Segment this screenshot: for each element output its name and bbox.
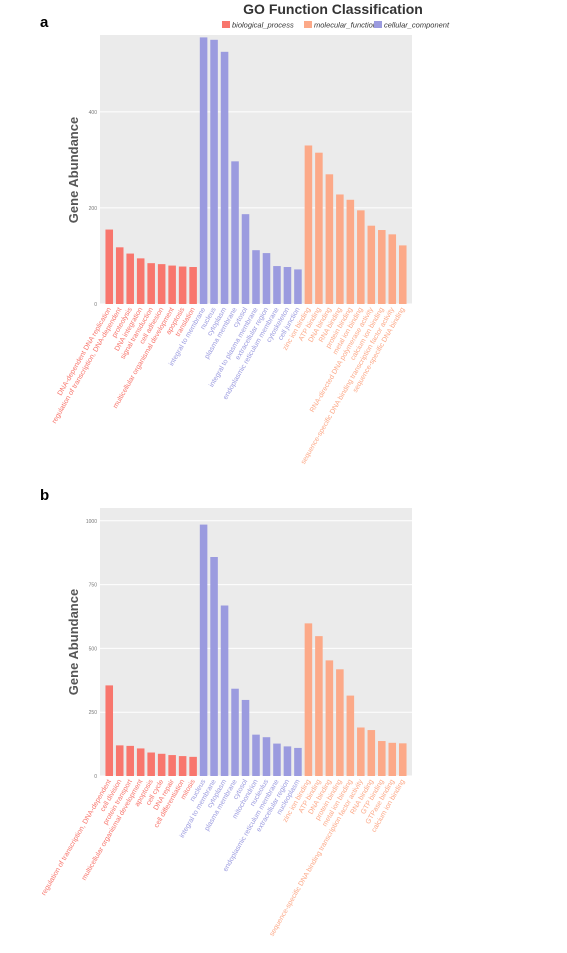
bar-mitochondrion (252, 734, 260, 776)
bar-zinc-ion-binding (304, 145, 313, 304)
y-tick-label: 1000 (86, 519, 97, 525)
bar-plasma-membrane (231, 161, 239, 304)
chart-panel-a: 0 200 400 a Gene Abundance DNA-dependent DNA … (40, 14, 412, 466)
legend-label-biological_process: biological_process (232, 21, 294, 30)
legend-swatch-molecular_function (304, 21, 312, 28)
bar-endoplasmic-reticulum-membrane (273, 266, 281, 304)
bar-regulation-of-transcription-dna-dependent (115, 247, 124, 304)
bar-sequence-specific-dna-binding-transcription-factor-activity (388, 234, 397, 304)
bar-cytoplasm (220, 51, 229, 304)
bar-atp-binding (315, 636, 323, 776)
bar-translation (189, 267, 197, 304)
panel-label-b: b (40, 487, 49, 504)
y-tick-label: 250 (89, 710, 98, 716)
bar-gtpase-binding (388, 742, 397, 776)
bar-cell-differentiation (178, 756, 187, 776)
bar-nucleolus (262, 737, 271, 776)
bar-extracellular-region (283, 746, 292, 776)
bar-cell-adhesion (157, 264, 166, 304)
bar-signal-transduction (147, 263, 155, 304)
bar-extracellular-region (262, 253, 271, 304)
x-tick-label: regulation of transcription, DNA-depende… (41, 778, 113, 896)
bar-plasma-membrane (231, 688, 239, 776)
bar-cell-cycle (157, 753, 166, 776)
legend: biological_process molecular_function cell… (222, 21, 450, 30)
bar-dna-integration (136, 258, 145, 304)
bar-apoptosis (147, 752, 155, 776)
bar-gtp-binding (378, 741, 386, 776)
bar-dna-repair (168, 755, 176, 776)
y-axis-label: Gene Abundance (66, 589, 81, 695)
bar-rna-binding (336, 194, 344, 304)
bar-rna-binding (367, 730, 376, 776)
figure-title: GO Function Classification (243, 1, 423, 17)
bar-cytoskeleton (283, 267, 292, 304)
bar-sequence-specific-dna-binding-transcription-factor-activity (357, 727, 365, 776)
bar-metal-ion-binding (346, 695, 355, 776)
y-tick-label: 750 (89, 583, 98, 589)
bar-integral-to-membrane (210, 557, 218, 776)
bar-dna-binding (325, 174, 334, 304)
bar-metal-ion-binding (357, 210, 365, 304)
bar-cytosol (241, 214, 250, 304)
bar-calcium-ion-binding (378, 230, 386, 304)
legend-swatch-cellular_component (374, 21, 382, 28)
y-tick-label: 400 (89, 110, 98, 116)
legend-label-cellular_component: cellular_component (384, 21, 450, 30)
bar-cell-junction (294, 269, 302, 304)
bar-sequence-specific-dna-binding (398, 245, 407, 304)
bar-cell-division (115, 745, 124, 776)
legend-swatch-biological_process (222, 21, 230, 28)
bar-nucleus (210, 39, 218, 305)
bar-multicellular-organismal-development (136, 748, 145, 776)
y-tick-label: 500 (89, 646, 98, 652)
bar-protein-binding (336, 669, 344, 776)
y-tick-label: 0 (94, 302, 97, 308)
bar-dna-binding (325, 660, 334, 776)
bar-nucleoplasm (294, 747, 302, 776)
bar-dna-dependent-dna-replication (105, 229, 114, 304)
y-axis-label: Gene Abundance (66, 117, 81, 223)
chart-panel-b: 0 250 500 750 1000 b Gene Abundance regulation … (40, 487, 412, 938)
bar-protein-transport (126, 745, 134, 776)
bar-atp-binding (315, 152, 323, 304)
bar-proteolysis (126, 253, 134, 304)
bar-integral-to-plasma-membrane (252, 250, 260, 304)
bar-nucleus (199, 524, 208, 776)
bar-rna-directed-dna-polymerase-activity (367, 225, 376, 304)
bar-zinc-ion-binding (304, 623, 313, 776)
chart-panels: 0 200 400 a Gene Abundance DNA-dependent DNA … (40, 14, 412, 938)
bar-regulation-of-transcription-dna-dependent (105, 685, 114, 776)
bar-integral-to-membrane (199, 37, 208, 304)
bar-cytoplasm (220, 605, 229, 776)
panel-label-a: a (40, 14, 49, 31)
bar-multicellular-organismal-development (168, 265, 176, 304)
bar-cytosol (241, 699, 250, 776)
y-tick-label: 0 (94, 774, 97, 780)
bar-calcium-ion-binding (398, 743, 407, 776)
bar-apoptosis (178, 266, 187, 304)
bar-endoplasmic-reticulum-membrane (273, 743, 281, 776)
x-tick-label: DNA-dependent DNA replication (57, 306, 113, 397)
legend-label-molecular_function: molecular_function (314, 21, 377, 30)
y-tick-label: 200 (89, 206, 98, 212)
bar-protein-binding (346, 199, 355, 304)
bar-mitosis (189, 756, 197, 776)
